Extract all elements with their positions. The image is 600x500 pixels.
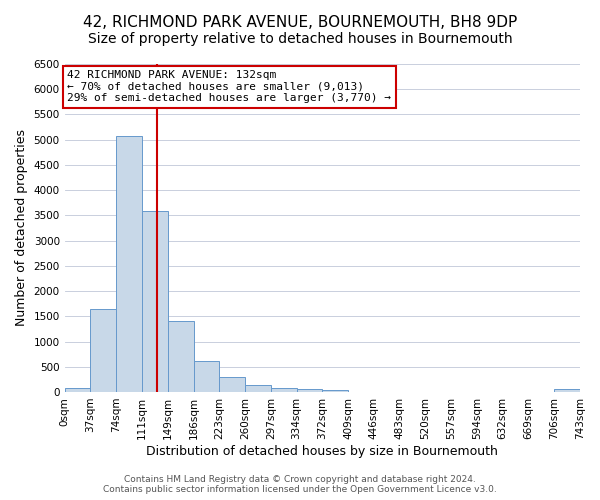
Bar (168, 322, 193, 392)
Text: 42, RICHMOND PARK AVENUE, BOURNEMOUTH, BH8 9DP: 42, RICHMOND PARK AVENUE, BOURNEMOUTH, B… (83, 15, 517, 30)
Bar (296, 389, 322, 392)
Bar (245, 385, 271, 392)
Text: Contains HM Land Registry data © Crown copyright and database right 2024.
Contai: Contains HM Land Registry data © Crown c… (103, 474, 497, 494)
Bar (554, 390, 580, 392)
Bar (271, 388, 296, 392)
Bar (91, 308, 116, 392)
Y-axis label: Number of detached properties: Number of detached properties (15, 130, 28, 326)
Bar (142, 212, 168, 392)
Bar (219, 377, 245, 392)
Bar (322, 390, 348, 392)
Text: 42 RICHMOND PARK AVENUE: 132sqm
← 70% of detached houses are smaller (9,013)
29%: 42 RICHMOND PARK AVENUE: 132sqm ← 70% of… (67, 70, 391, 103)
X-axis label: Distribution of detached houses by size in Bournemouth: Distribution of detached houses by size … (146, 444, 498, 458)
Bar (65, 388, 91, 392)
Bar (116, 136, 142, 392)
Text: Size of property relative to detached houses in Bournemouth: Size of property relative to detached ho… (88, 32, 512, 46)
Bar (193, 361, 219, 392)
